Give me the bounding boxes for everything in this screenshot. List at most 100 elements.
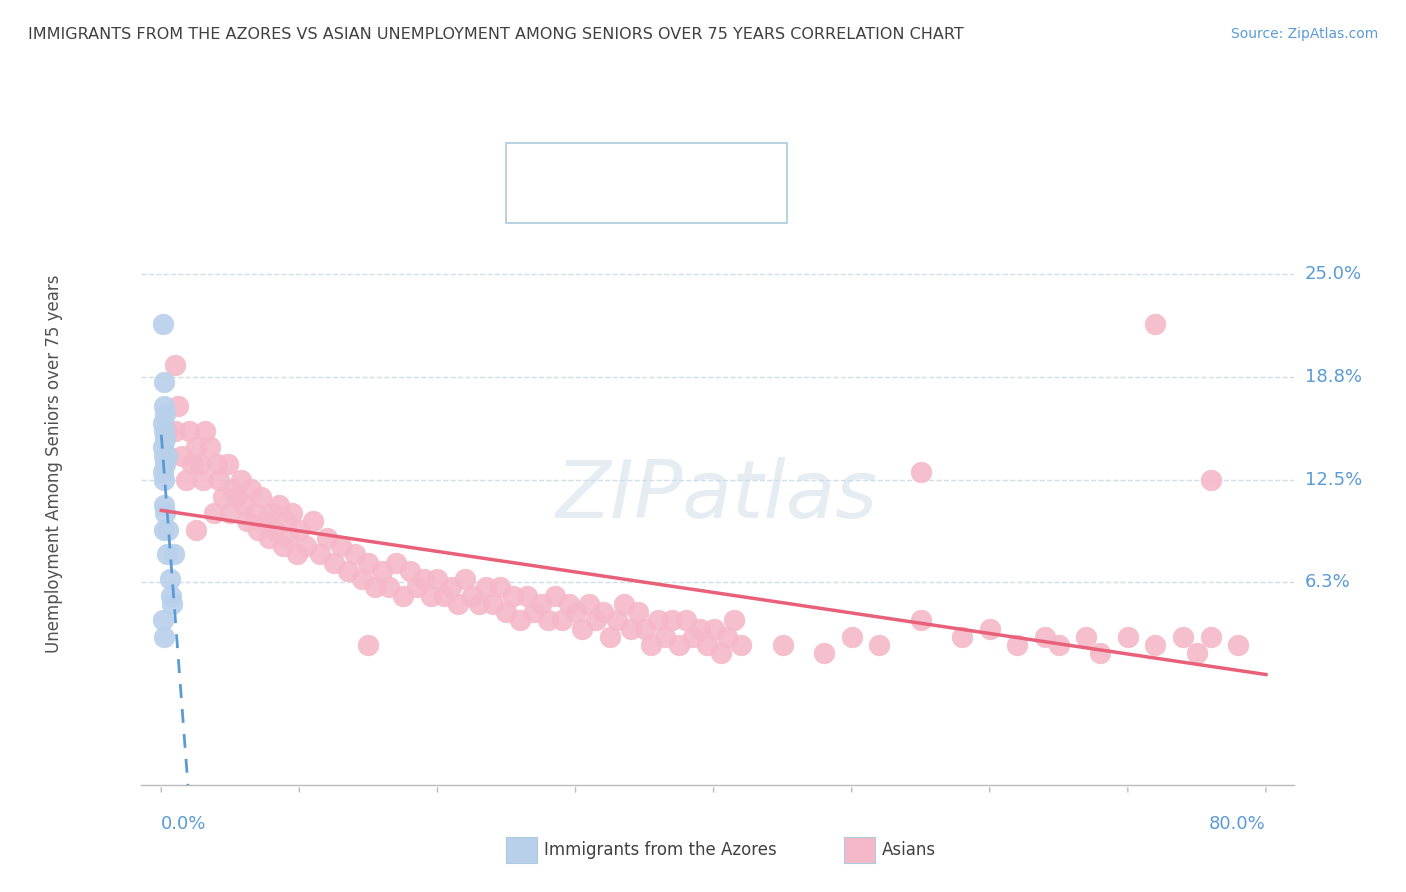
Point bbox=[157, 424, 180, 438]
Text: 18.8%: 18.8% bbox=[1305, 368, 1361, 385]
Point bbox=[1090, 646, 1112, 660]
Point bbox=[488, 580, 510, 594]
Point bbox=[153, 630, 176, 644]
Point bbox=[979, 622, 1001, 636]
Text: Unemployment Among Seniors over 75 years: Unemployment Among Seniors over 75 years bbox=[45, 275, 63, 653]
Point bbox=[640, 638, 662, 652]
Point bbox=[1144, 638, 1167, 652]
Point bbox=[271, 539, 294, 553]
Point bbox=[267, 498, 290, 512]
Point bbox=[343, 548, 366, 562]
Point bbox=[157, 449, 180, 463]
Point bbox=[613, 597, 636, 611]
Point bbox=[696, 638, 718, 652]
Point bbox=[153, 449, 176, 463]
Point bbox=[661, 613, 683, 627]
Point bbox=[647, 613, 669, 627]
Point bbox=[495, 605, 517, 619]
Point bbox=[1007, 638, 1029, 652]
Point bbox=[516, 589, 538, 603]
Point bbox=[191, 473, 214, 487]
Point bbox=[155, 408, 177, 422]
Point bbox=[336, 564, 359, 578]
Point bbox=[198, 441, 221, 455]
Point bbox=[378, 580, 401, 594]
Point bbox=[475, 580, 498, 594]
Point bbox=[1047, 638, 1070, 652]
Point bbox=[184, 441, 207, 455]
Point bbox=[564, 605, 586, 619]
Text: 80.0%: 80.0% bbox=[1209, 814, 1265, 832]
Point bbox=[231, 473, 253, 487]
Point bbox=[1199, 473, 1222, 487]
Point bbox=[730, 638, 752, 652]
Point bbox=[481, 597, 503, 611]
Point bbox=[155, 432, 177, 446]
Text: -0.043: -0.043 bbox=[593, 156, 647, 174]
Point bbox=[433, 589, 456, 603]
Point bbox=[537, 613, 560, 627]
Point bbox=[716, 630, 738, 644]
Point bbox=[152, 416, 174, 430]
Point bbox=[202, 506, 225, 520]
Point bbox=[295, 539, 318, 553]
Point bbox=[523, 605, 546, 619]
Point bbox=[188, 457, 211, 471]
Point bbox=[357, 556, 380, 570]
Point bbox=[288, 523, 311, 537]
Point bbox=[772, 638, 794, 652]
Point bbox=[668, 638, 690, 652]
Text: -0.169: -0.169 bbox=[593, 194, 647, 212]
Point bbox=[1185, 646, 1208, 660]
Point bbox=[551, 613, 574, 627]
Point bbox=[910, 613, 932, 627]
Point bbox=[357, 638, 380, 652]
Point bbox=[620, 622, 643, 636]
Point bbox=[468, 597, 491, 611]
Point bbox=[392, 589, 415, 603]
Point bbox=[152, 317, 174, 331]
Point bbox=[165, 424, 187, 438]
Point bbox=[509, 613, 531, 627]
Point bbox=[156, 449, 179, 463]
Text: 25.0%: 25.0% bbox=[1305, 266, 1362, 284]
Point bbox=[440, 580, 463, 594]
Point bbox=[682, 630, 704, 644]
Point bbox=[212, 490, 235, 504]
Point bbox=[167, 399, 190, 413]
Point bbox=[174, 473, 197, 487]
Text: ZIPatlas: ZIPatlas bbox=[555, 457, 879, 535]
Point bbox=[950, 630, 973, 644]
Point bbox=[1171, 630, 1194, 644]
Point bbox=[723, 613, 745, 627]
Point bbox=[578, 597, 600, 611]
Point bbox=[813, 646, 835, 660]
Point bbox=[1144, 317, 1167, 331]
Point bbox=[654, 630, 676, 644]
Point bbox=[571, 622, 593, 636]
Point bbox=[263, 523, 285, 537]
Point bbox=[277, 531, 299, 545]
Point bbox=[364, 580, 387, 594]
Point bbox=[236, 515, 259, 529]
Point bbox=[329, 539, 352, 553]
Point bbox=[219, 506, 242, 520]
Point bbox=[159, 572, 181, 586]
Point bbox=[606, 613, 628, 627]
Point bbox=[153, 399, 176, 413]
Point bbox=[841, 630, 863, 644]
Point bbox=[350, 572, 373, 586]
Point bbox=[412, 572, 434, 586]
Point bbox=[160, 589, 183, 603]
Point bbox=[371, 564, 394, 578]
Point bbox=[633, 152, 655, 166]
Point bbox=[585, 613, 607, 627]
Point bbox=[208, 473, 231, 487]
Point bbox=[253, 515, 276, 529]
Point bbox=[703, 622, 725, 636]
Text: 24: 24 bbox=[689, 156, 710, 174]
Point bbox=[709, 646, 731, 660]
Point bbox=[240, 482, 263, 496]
Point bbox=[246, 523, 269, 537]
Point bbox=[322, 556, 344, 570]
